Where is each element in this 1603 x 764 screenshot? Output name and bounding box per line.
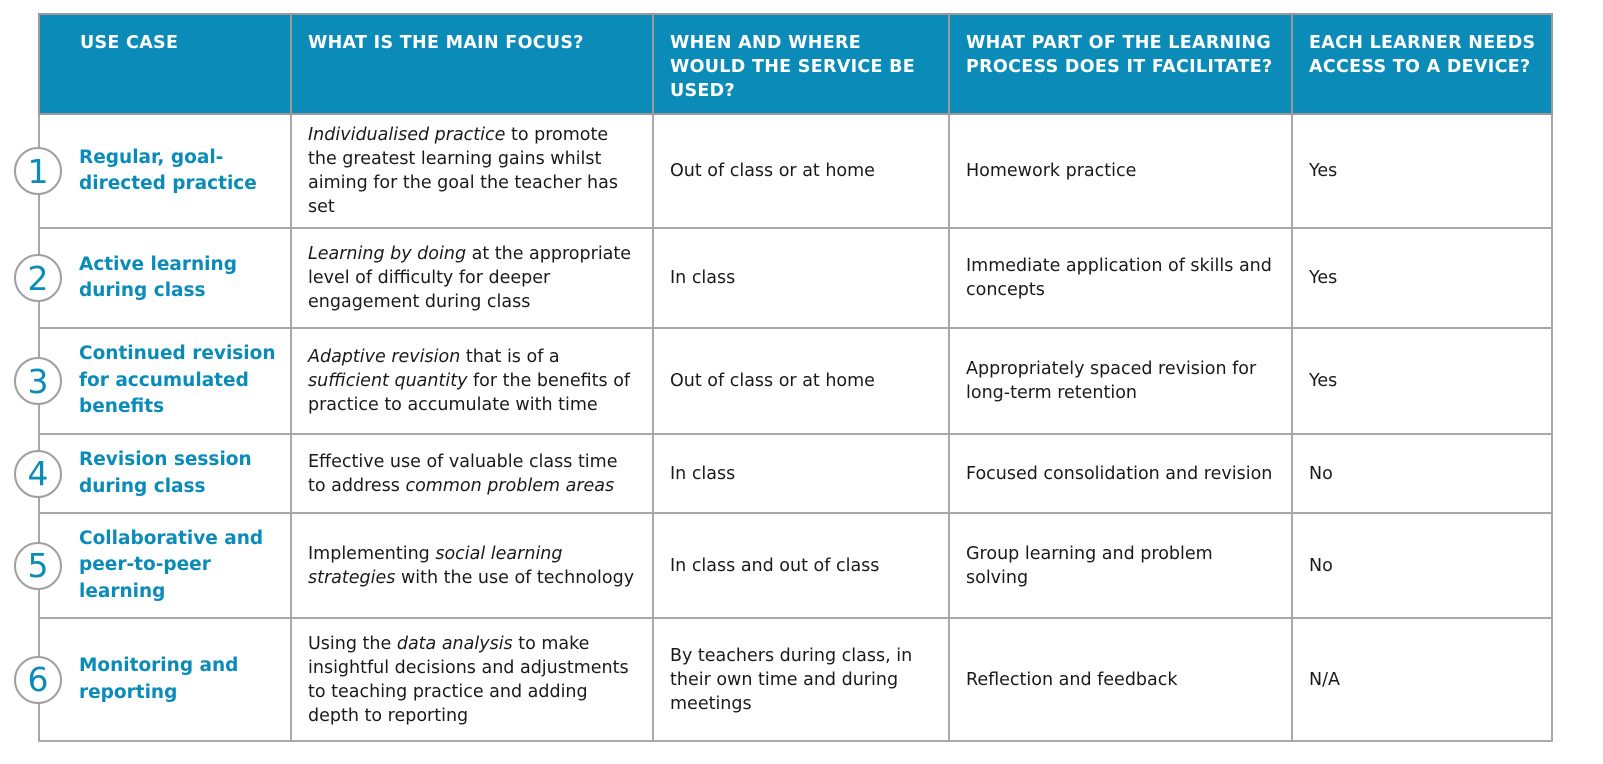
when-where-cell: In class and out of class	[652, 512, 950, 619]
use-case-cell: 1 Regular, goal-directed practice	[14, 113, 292, 229]
header-device-access: EACH LEARNER NEEDS ACCESS TO A DEVICE?	[1291, 13, 1553, 115]
focus-text: with the use of technology	[395, 567, 635, 588]
table-row: 4 Revision session during class Effectiv…	[14, 433, 1553, 514]
use-case-label: Revision session during class	[79, 449, 252, 497]
row-number-badge: 5	[14, 541, 62, 590]
device-cell: Yes	[1291, 113, 1553, 229]
use-case-table-container: USE CASE WHAT IS THE MAIN FOCUS? WHEN AN…	[14, 13, 1553, 742]
process-cell: Reflection and feedback	[948, 617, 1293, 742]
when-where-cell: Out of class or at home	[652, 113, 950, 229]
focus-emphasis: Learning by doing	[308, 244, 467, 264]
focus-text: to promote the greatest learning gains w…	[308, 125, 618, 217]
focus-emphasis: social learning strategies	[308, 543, 563, 588]
process-cell: Appropriately spaced revision for long-t…	[948, 327, 1293, 435]
use-case-cell: 3 Continued revision for accumulated ben…	[14, 327, 292, 435]
use-case-cell: 5 Collaborative and peer-to-peer learnin…	[14, 512, 292, 619]
table-row: 5 Collaborative and peer-to-peer learnin…	[14, 512, 1553, 619]
use-case-cell: 4 Revision session during class	[14, 433, 292, 514]
header-use-case: USE CASE	[38, 13, 292, 115]
header-learning-process: WHAT PART OF THE LEARNING PROCESS DOES I…	[948, 13, 1293, 115]
focus-text: to make insightful decisions and adjustm…	[308, 633, 629, 726]
focus-text: Implementing	[308, 543, 436, 564]
focus-cell: Learning by doing at the appropriate lev…	[290, 227, 654, 329]
focus-cell: Implementing social learning strategies …	[290, 512, 654, 619]
focus-text: Using the	[308, 633, 397, 654]
use-case-table: USE CASE WHAT IS THE MAIN FOCUS? WHEN AN…	[14, 13, 1553, 742]
focus-emphasis: Individualised practice	[308, 125, 506, 145]
process-cell: Group learning and problem solving	[948, 512, 1293, 619]
use-case-label: Continued revision for accumulated benef…	[79, 343, 276, 418]
device-cell: Yes	[1291, 327, 1553, 435]
header-when-where: WHEN AND WHERE WOULD THE SERVICE BE USED…	[652, 13, 950, 115]
row-number-badge: 2	[14, 254, 62, 302]
when-where-cell: By teachers during class, in their own t…	[652, 617, 950, 742]
use-case-label: Monitoring and reporting	[79, 655, 239, 703]
focus-cell: Using the data analysis to make insightf…	[290, 617, 654, 742]
device-cell: No	[1291, 433, 1553, 514]
focus-text: Effective use of valuable class time to …	[308, 451, 618, 496]
header-main-focus: WHAT IS THE MAIN FOCUS?	[290, 13, 654, 115]
header-row: USE CASE WHAT IS THE MAIN FOCUS? WHEN AN…	[38, 13, 1553, 115]
focus-emphasis: Adaptive revision	[308, 347, 461, 367]
row-number-badge: 3	[14, 357, 62, 405]
focus-emphasis: sufficient quantity	[308, 371, 468, 391]
focus-text: that is of a	[460, 347, 560, 367]
table-row: 2 Active learning during class Learning …	[14, 227, 1553, 329]
use-case-cell: 2 Active learning during class	[14, 227, 292, 329]
use-case-cell: 6 Monitoring and reporting	[14, 617, 292, 742]
process-cell: Homework practice	[948, 113, 1293, 229]
when-where-cell: In class	[652, 433, 950, 514]
when-where-cell: In class	[652, 227, 950, 329]
when-where-cell: Out of class or at home	[652, 327, 950, 435]
table-row: 3 Continued revision for accumulated ben…	[14, 327, 1553, 435]
focus-cell: Individualised practice to promote the g…	[290, 113, 654, 229]
process-cell: Focused consolidation and revision	[948, 433, 1293, 514]
use-case-label: Regular, goal-directed practice	[79, 146, 257, 195]
table-row: 1 Regular, goal-directed practice Indivi…	[14, 113, 1553, 229]
focus-emphasis: data analysis	[396, 633, 513, 654]
focus-cell: Adaptive revision that is of a sufficien…	[290, 327, 654, 435]
focus-emphasis: common problem areas	[405, 475, 615, 496]
use-case-label: Active learning during class	[79, 253, 237, 302]
use-case-label: Collaborative and peer-to-peer learning	[79, 527, 264, 602]
process-cell: Immediate application of skills and conc…	[948, 227, 1293, 329]
focus-cell: Effective use of valuable class time to …	[290, 433, 654, 514]
row-number-badge: 1	[14, 147, 62, 195]
row-number-badge: 6	[14, 655, 62, 704]
row-number-badge: 4	[14, 449, 62, 498]
focus-text: at the appropriate level of difficulty f…	[308, 244, 632, 312]
device-cell: Yes	[1291, 227, 1553, 329]
device-cell: No	[1291, 512, 1553, 619]
focus-text: for the benefits of practice to accumula…	[308, 371, 631, 415]
device-cell: N/A	[1291, 617, 1553, 742]
table-row: 6 Monitoring and reporting Using the dat…	[14, 617, 1553, 742]
